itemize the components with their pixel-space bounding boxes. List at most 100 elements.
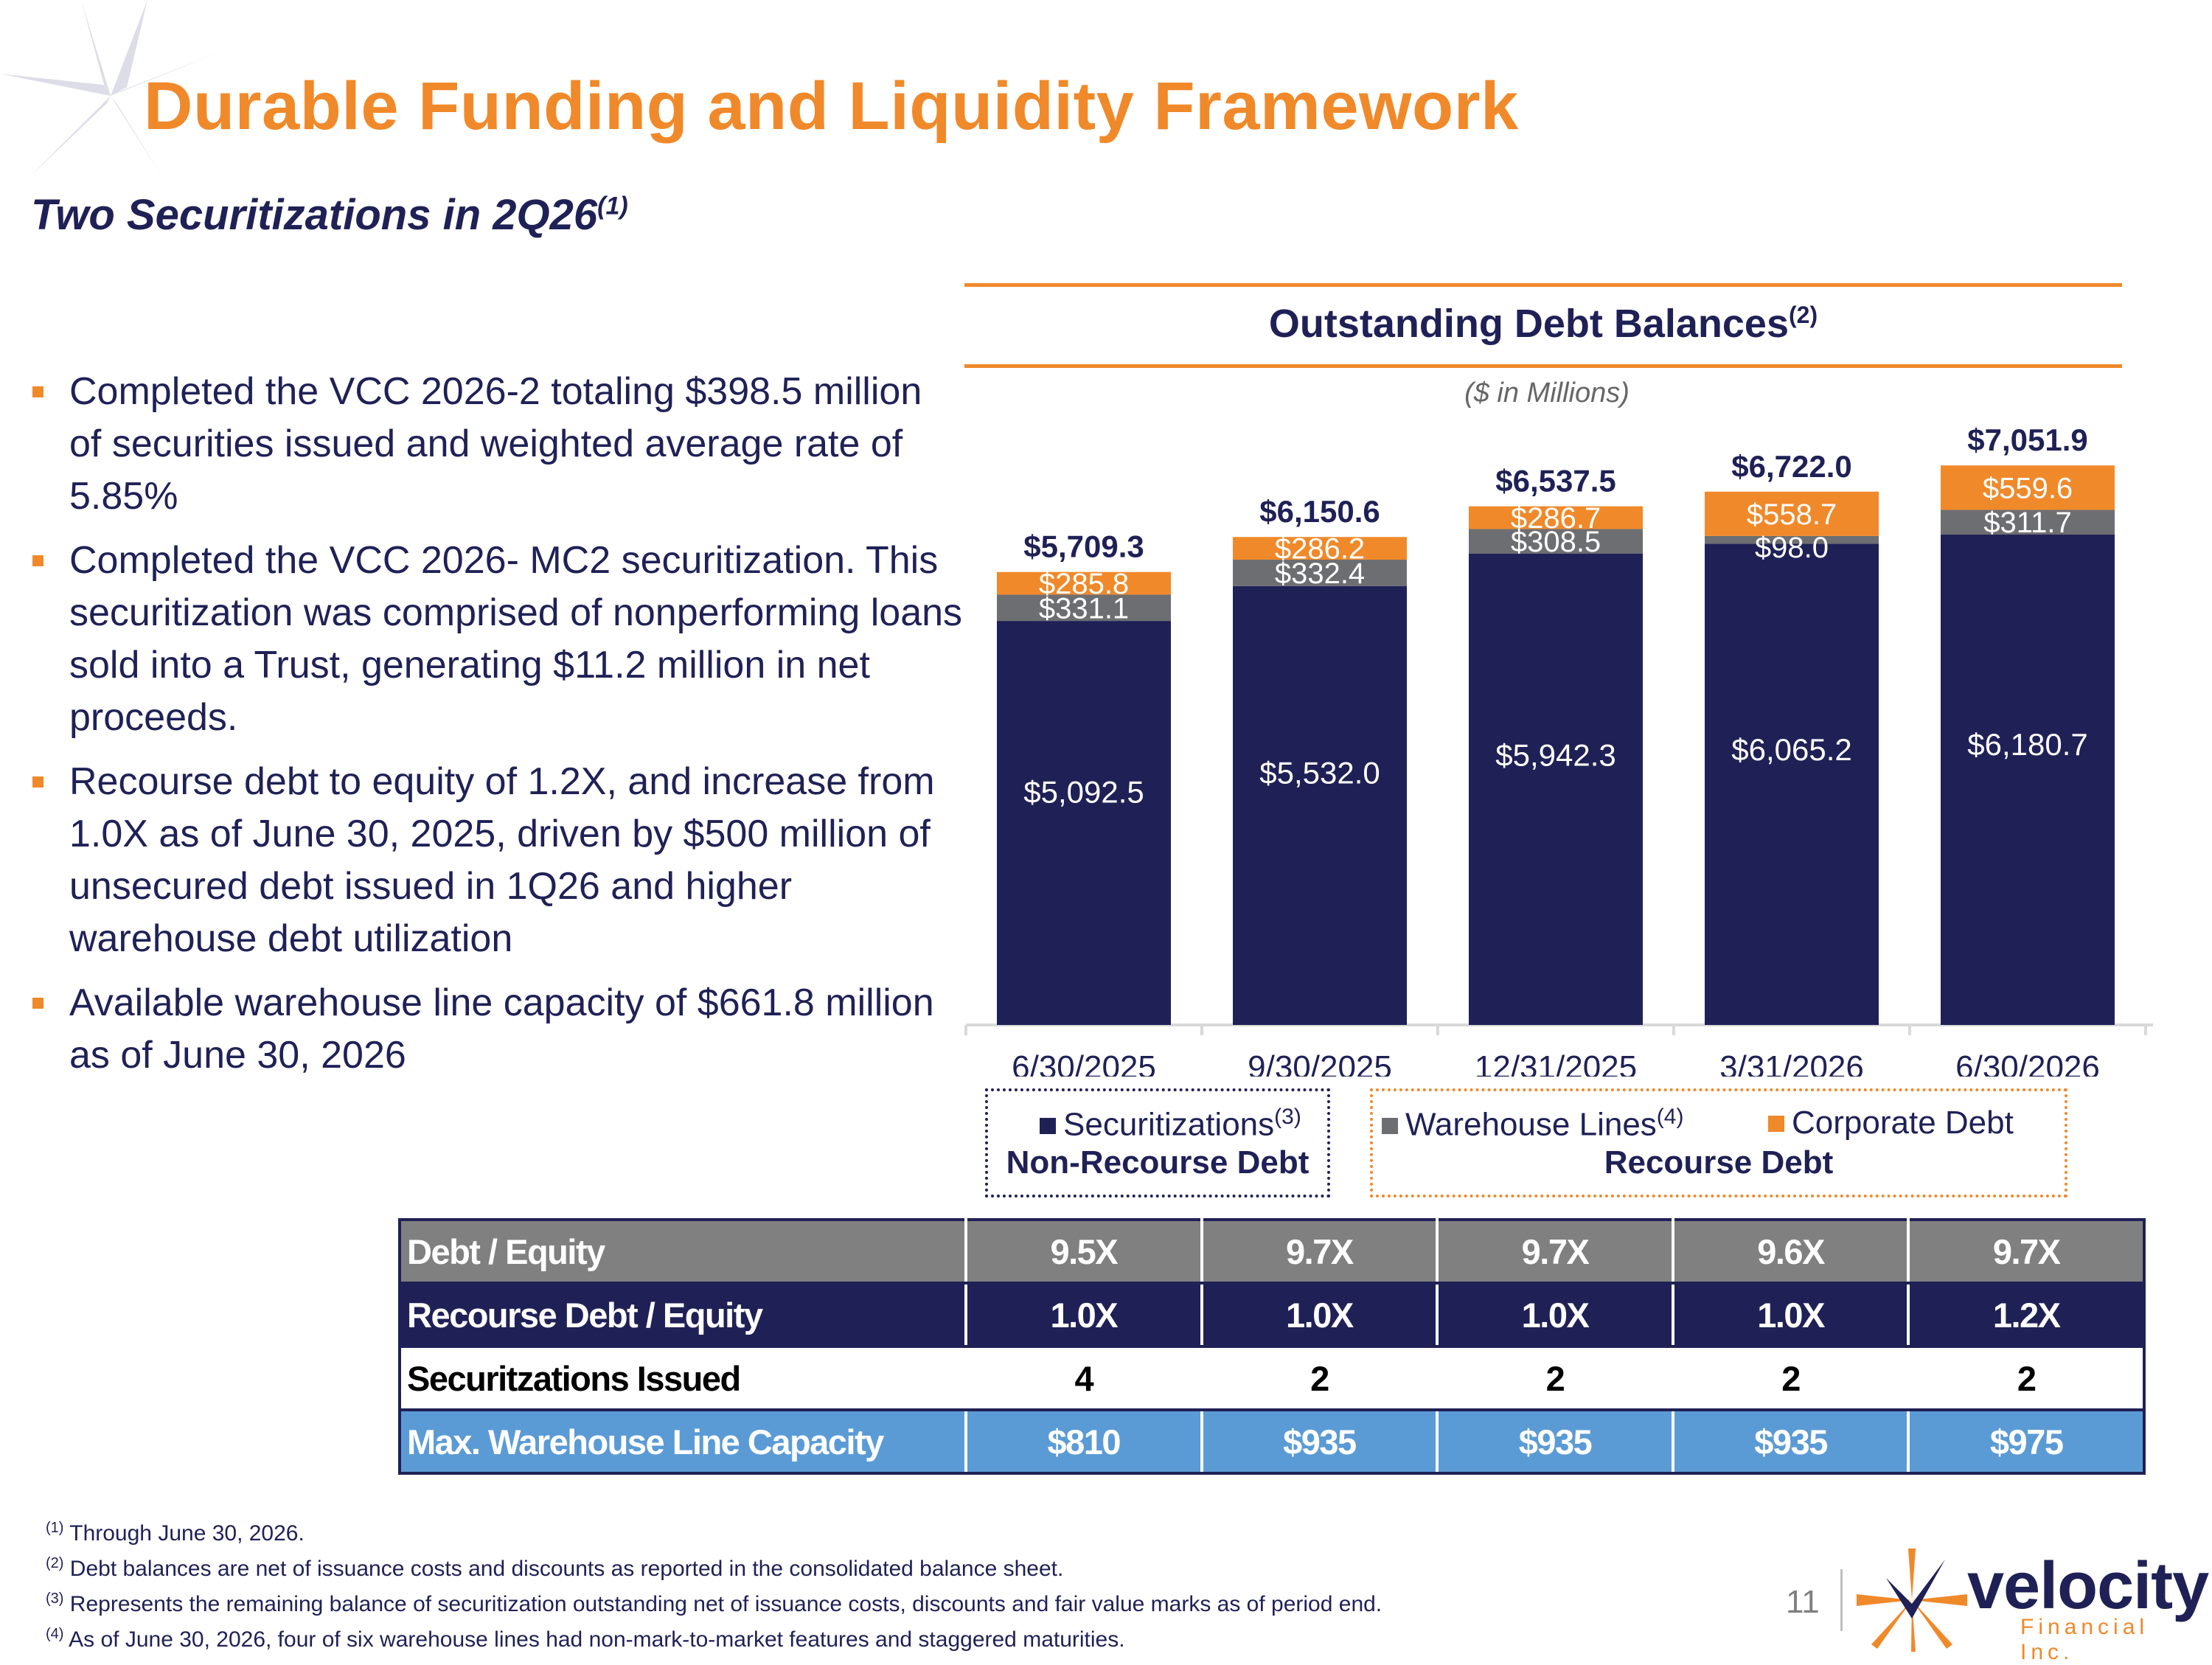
table-cell: 9.6X	[1671, 1218, 1910, 1285]
data-label-securitizations: $6,065.2	[1731, 732, 1852, 767]
data-label-corporate-debt: $285.8	[1039, 568, 1129, 600]
legend-recourse-box	[1370, 1088, 2067, 1198]
legend-item-securitizations: Securitizations(3)	[1040, 1105, 1301, 1144]
stacked-bar-chart: $5,092.5 $331.1$285.8 $5,709.3 6/30/2025 $5,…	[964, 423, 2153, 1077]
data-label-securitizations: $5,532.0	[1259, 756, 1380, 790]
legend-non-recourse-box	[985, 1088, 1330, 1198]
logo-wordmark: velocity	[1967, 1549, 2209, 1623]
bar-segment-warehouse-lines	[1469, 529, 1643, 554]
data-label-warehouse-lines: $332.4	[1275, 557, 1365, 590]
footnote: (4) As of June 30, 2026, four of six war…	[46, 1619, 1382, 1655]
footnote-text: As of June 30, 2026, four of six warehou…	[69, 1627, 1125, 1652]
page-title: Durable Funding and Liquidity Framework	[144, 69, 1519, 144]
table-cell: 2	[1907, 1345, 2146, 1411]
bullet-square-icon	[32, 998, 44, 1009]
bar-segment-securitizations	[997, 621, 1171, 1025]
table-cell: $935	[1200, 1408, 1439, 1475]
data-label-corporate-debt: $286.7	[1511, 502, 1601, 535]
footnote-mark: (2)	[46, 1555, 64, 1571]
bullet-item: Recourse debt to equity of 1.2X, and inc…	[28, 756, 964, 965]
table-cell: 2	[1200, 1345, 1439, 1411]
metrics-table: Debt / Equity 9.5X 9.7X 9.7X 9.6X 9.7X R…	[398, 1218, 2146, 1475]
x-axis-tick-label: 6/30/2026	[1955, 1049, 2100, 1077]
data-label-warehouse-lines: $98.0	[1755, 532, 1829, 564]
table-cell: 9.7X	[1907, 1218, 2146, 1285]
data-label-corporate-debt: $558.7	[1747, 498, 1837, 531]
legend-swatch-securitizations	[1040, 1117, 1056, 1134]
data-label-securitizations: $5,942.3	[1495, 737, 1616, 772]
bullet-item: Available warehouse line capacity of $66…	[28, 977, 964, 1082]
data-label-total: $7,051.9	[1967, 423, 2088, 457]
data-label-total: $6,722.0	[1731, 449, 1852, 484]
chart-bottom-rule	[964, 364, 2122, 368]
data-label-corporate-debt: $559.6	[1983, 472, 2073, 504]
bar-segment-warehouse-lines	[1941, 510, 2115, 535]
bullet-text: Recourse debt to equity of 1.2X, and inc…	[69, 760, 935, 960]
table-cell: 2	[1436, 1345, 1674, 1411]
table-row-recourse-debt-equity: Recourse Debt / Equity 1.0X 1.0X 1.0X 1.…	[398, 1282, 2146, 1348]
x-axis-tick-label: 12/31/2025	[1475, 1049, 1637, 1077]
chart-title-text: Outstanding Debt Balances	[1268, 302, 1789, 346]
legend-item-corporate-debt: Corporate Debt	[1768, 1105, 2014, 1141]
subtitle-text: Two Securitizations in 2Q26	[31, 191, 598, 239]
table-row-debt-equity: Debt / Equity 9.5X 9.7X 9.7X 9.6X 9.7X	[398, 1218, 2146, 1285]
table-cell: 1.0X	[964, 1282, 1203, 1348]
bar-segment-securitizations	[1233, 585, 1407, 1025]
page-number: 11	[1786, 1584, 1820, 1620]
page-subtitle: Two Securitizations in 2Q26(1)	[31, 190, 628, 240]
bar-segment-corporate-debt	[1941, 465, 2115, 510]
table-cell: 9.7X	[1200, 1218, 1439, 1285]
legend-swatch-warehouse-lines	[1382, 1117, 1398, 1134]
data-label-warehouse-lines: $331.1	[1039, 592, 1129, 625]
bar-segment-securitizations	[1469, 553, 1643, 1025]
row-label: Securitzations Issued	[398, 1345, 967, 1411]
bar-segment-securitizations	[1705, 543, 1879, 1025]
footnotes: (1) Through June 30, 2026. (2) Debt bala…	[46, 1513, 1382, 1655]
footnote-mark: (1)	[46, 1520, 64, 1536]
bullet-list: Completed the VCC 2026-2 totaling $398.5…	[28, 366, 964, 1094]
table-cell: $810	[964, 1408, 1203, 1475]
table-cell: 2	[1671, 1345, 1910, 1411]
subtitle-footnote-mark: (1)	[597, 192, 628, 220]
table-cell: 1.2X	[1907, 1282, 2146, 1348]
table-cell: 9.5X	[964, 1218, 1203, 1285]
footnote: (3) Represents the remaining balance of …	[46, 1584, 1382, 1619]
bullet-text: Completed the VCC 2026- MC2 securitizati…	[69, 539, 963, 739]
table-cell: 1.0X	[1671, 1282, 1910, 1348]
background-star-graphic	[0, 0, 221, 177]
data-label-securitizations: $6,180.7	[1967, 727, 2088, 762]
legend-group-recourse: Recourse Debt	[1604, 1144, 1834, 1181]
bar-segment-securitizations	[1941, 534, 2115, 1025]
bar-segment-warehouse-lines	[1233, 560, 1407, 586]
data-label-total: $6,150.6	[1259, 494, 1380, 529]
chart-title-footnote-mark: (2)	[1789, 302, 1818, 328]
bar-segment-corporate-debt	[1469, 506, 1643, 529]
legend-label: Corporate Debt	[1792, 1105, 2014, 1141]
bullet-square-icon	[32, 555, 44, 566]
footnote-mark: (3)	[46, 1591, 64, 1607]
row-label: Debt / Equity	[398, 1218, 967, 1285]
table-row-securitizations-issued: Securitzations Issued 4 2 2 2 2	[398, 1345, 2146, 1411]
footer-divider	[1840, 1569, 1843, 1631]
table-cell: $935	[1671, 1408, 1910, 1475]
logo-subtitle: Financial Inc.	[2020, 1615, 2149, 1664]
table-row-max-warehouse-capacity: Max. Warehouse Line Capacity $810 $935 $…	[398, 1408, 2146, 1475]
table-cell: $935	[1436, 1408, 1674, 1475]
chart-top-rule	[964, 283, 2122, 287]
bullet-square-icon	[32, 386, 44, 397]
legend-swatch-corporate-debt	[1768, 1116, 1784, 1132]
table-cell: 4	[964, 1345, 1203, 1411]
legend-label: Warehouse Lines	[1405, 1106, 1657, 1143]
data-label-total: $6,537.5	[1495, 464, 1616, 498]
velocity-star-logo-icon	[1857, 1548, 1967, 1652]
footnote: (1) Through June 30, 2026.	[46, 1513, 1382, 1548]
footnote-text: Represents the remaining balance of secu…	[69, 1592, 1382, 1616]
bar-segment-corporate-debt	[1233, 537, 1407, 560]
bullet-text: Completed the VCC 2026-2 totaling $398.5…	[69, 370, 922, 518]
data-label-corporate-debt: $286.2	[1275, 533, 1365, 566]
footnote-mark: (4)	[46, 1626, 64, 1642]
x-axis-tick-label: 6/30/2025	[1012, 1049, 1156, 1077]
bar-segment-warehouse-lines	[1705, 535, 1879, 544]
bar-segment-corporate-debt	[997, 571, 1171, 595]
data-label-total: $5,709.3	[1023, 529, 1144, 564]
